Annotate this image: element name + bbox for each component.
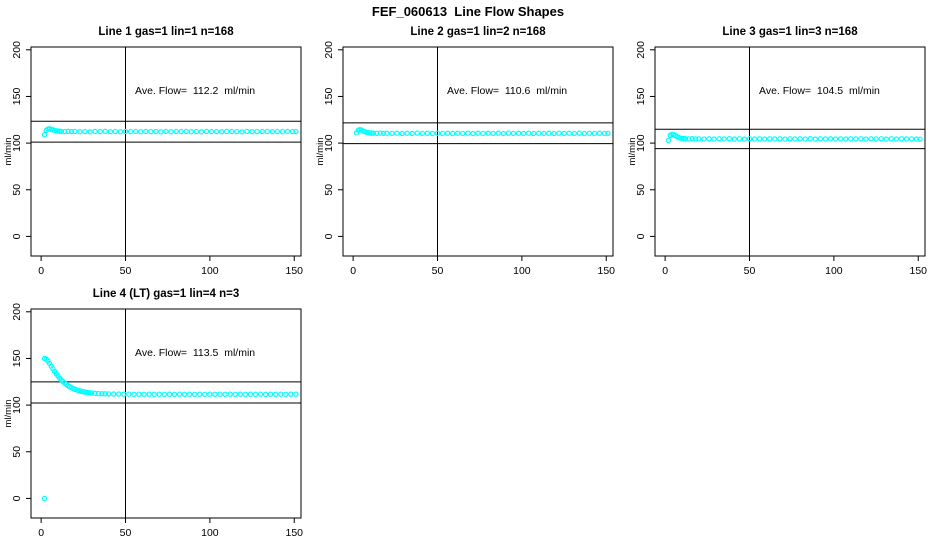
panel-line-3-plot: 0 50 100 150 0 50 100 150 200 ml/min	[627, 41, 927, 277]
svg-text:50: 50	[744, 265, 756, 277]
panel-line-4-plot: 0 50 100 150 0 50 100 150 200 ml/min	[3, 303, 303, 539]
svg-text:50: 50	[120, 527, 132, 539]
svg-text:100: 100	[825, 265, 843, 277]
svg-text:150: 150	[285, 265, 303, 277]
svg-text:100: 100	[201, 265, 219, 277]
panel-line-2-plot: 0 50 100 150 0 50 100 150 200 ml/min	[315, 41, 615, 277]
panel-line-3-title: Line 3 gas=1 lin=3 n=168	[722, 26, 858, 38]
svg-text:100: 100	[635, 134, 647, 152]
svg-text:ml/min: ml/min	[3, 138, 14, 166]
svg-text:150: 150	[323, 88, 335, 106]
svg-text:100: 100	[201, 527, 219, 539]
svg-text:0: 0	[38, 527, 44, 539]
panel-line-2-ave-flow-label: Ave. Flow= 110.6 ml/min	[447, 85, 568, 97]
svg-text:100: 100	[11, 396, 23, 414]
svg-text:0: 0	[323, 233, 335, 239]
figure-title: FEF_060613 Line Flow Shapes	[371, 4, 565, 19]
svg-text:150: 150	[11, 88, 23, 106]
svg-text:200: 200	[11, 303, 23, 321]
svg-text:150: 150	[597, 265, 615, 277]
svg-text:100: 100	[513, 265, 531, 277]
svg-text:200: 200	[11, 41, 23, 59]
svg-text:0: 0	[11, 233, 23, 239]
svg-text:ml/min: ml/min	[315, 138, 326, 166]
svg-text:150: 150	[909, 265, 927, 277]
panel-line-2: 0 50 100 150 0 50 100 150 200 ml/min Line 2 gas=1…	[312, 0, 624, 278]
svg-text:0: 0	[11, 495, 23, 501]
svg-text:150: 150	[635, 88, 647, 106]
svg-text:100: 100	[11, 134, 23, 152]
panel-line-1-plot: 0 50 100 150 0 50 100 150 200 ml/min	[3, 41, 303, 277]
panel-line-4-ave-flow-label: Ave. Flow= 113.5 ml/min	[135, 347, 256, 359]
panel-line-2-title: Line 2 gas=1 lin=2 n=168	[410, 26, 546, 38]
svg-text:50: 50	[11, 184, 23, 196]
svg-text:0: 0	[662, 265, 668, 277]
svg-text:150: 150	[285, 527, 303, 539]
svg-text:100: 100	[323, 134, 335, 152]
svg-text:0: 0	[38, 265, 44, 277]
svg-text:ml/min: ml/min	[3, 400, 14, 428]
svg-text:ml/min: ml/min	[627, 138, 638, 166]
svg-text:150: 150	[11, 350, 23, 368]
svg-text:50: 50	[120, 265, 132, 277]
svg-text:200: 200	[635, 41, 647, 59]
svg-text:200: 200	[323, 41, 335, 59]
panel-line-3-ave-flow-label: Ave. Flow= 104.5 ml/min	[759, 85, 880, 97]
svg-text:50: 50	[432, 265, 444, 277]
svg-text:0: 0	[350, 265, 356, 277]
panel-line-3: 0 50 100 150 0 50 100 150 200 ml/min Line 3 gas=1…	[624, 0, 936, 278]
panel-line-4: 0 50 100 150 0 50 100 150 200 ml/min Line 4 (LT) …	[0, 262, 312, 540]
svg-text:0: 0	[635, 233, 647, 239]
svg-text:50: 50	[323, 184, 335, 196]
panel-line-1-ave-flow-label: Ave. Flow= 112.2 ml/min	[135, 85, 256, 97]
panel-line-1: 0 50 100 150 0 50 100 150 200 ml/min Line 1 gas=1…	[0, 0, 312, 278]
panel-line-4-title: Line 4 (LT) gas=1 lin=4 n=3	[92, 288, 240, 300]
panel-line-1-title: Line 1 gas=1 lin=1 n=168	[98, 26, 234, 38]
svg-text:50: 50	[11, 446, 23, 458]
svg-text:50: 50	[635, 184, 647, 196]
